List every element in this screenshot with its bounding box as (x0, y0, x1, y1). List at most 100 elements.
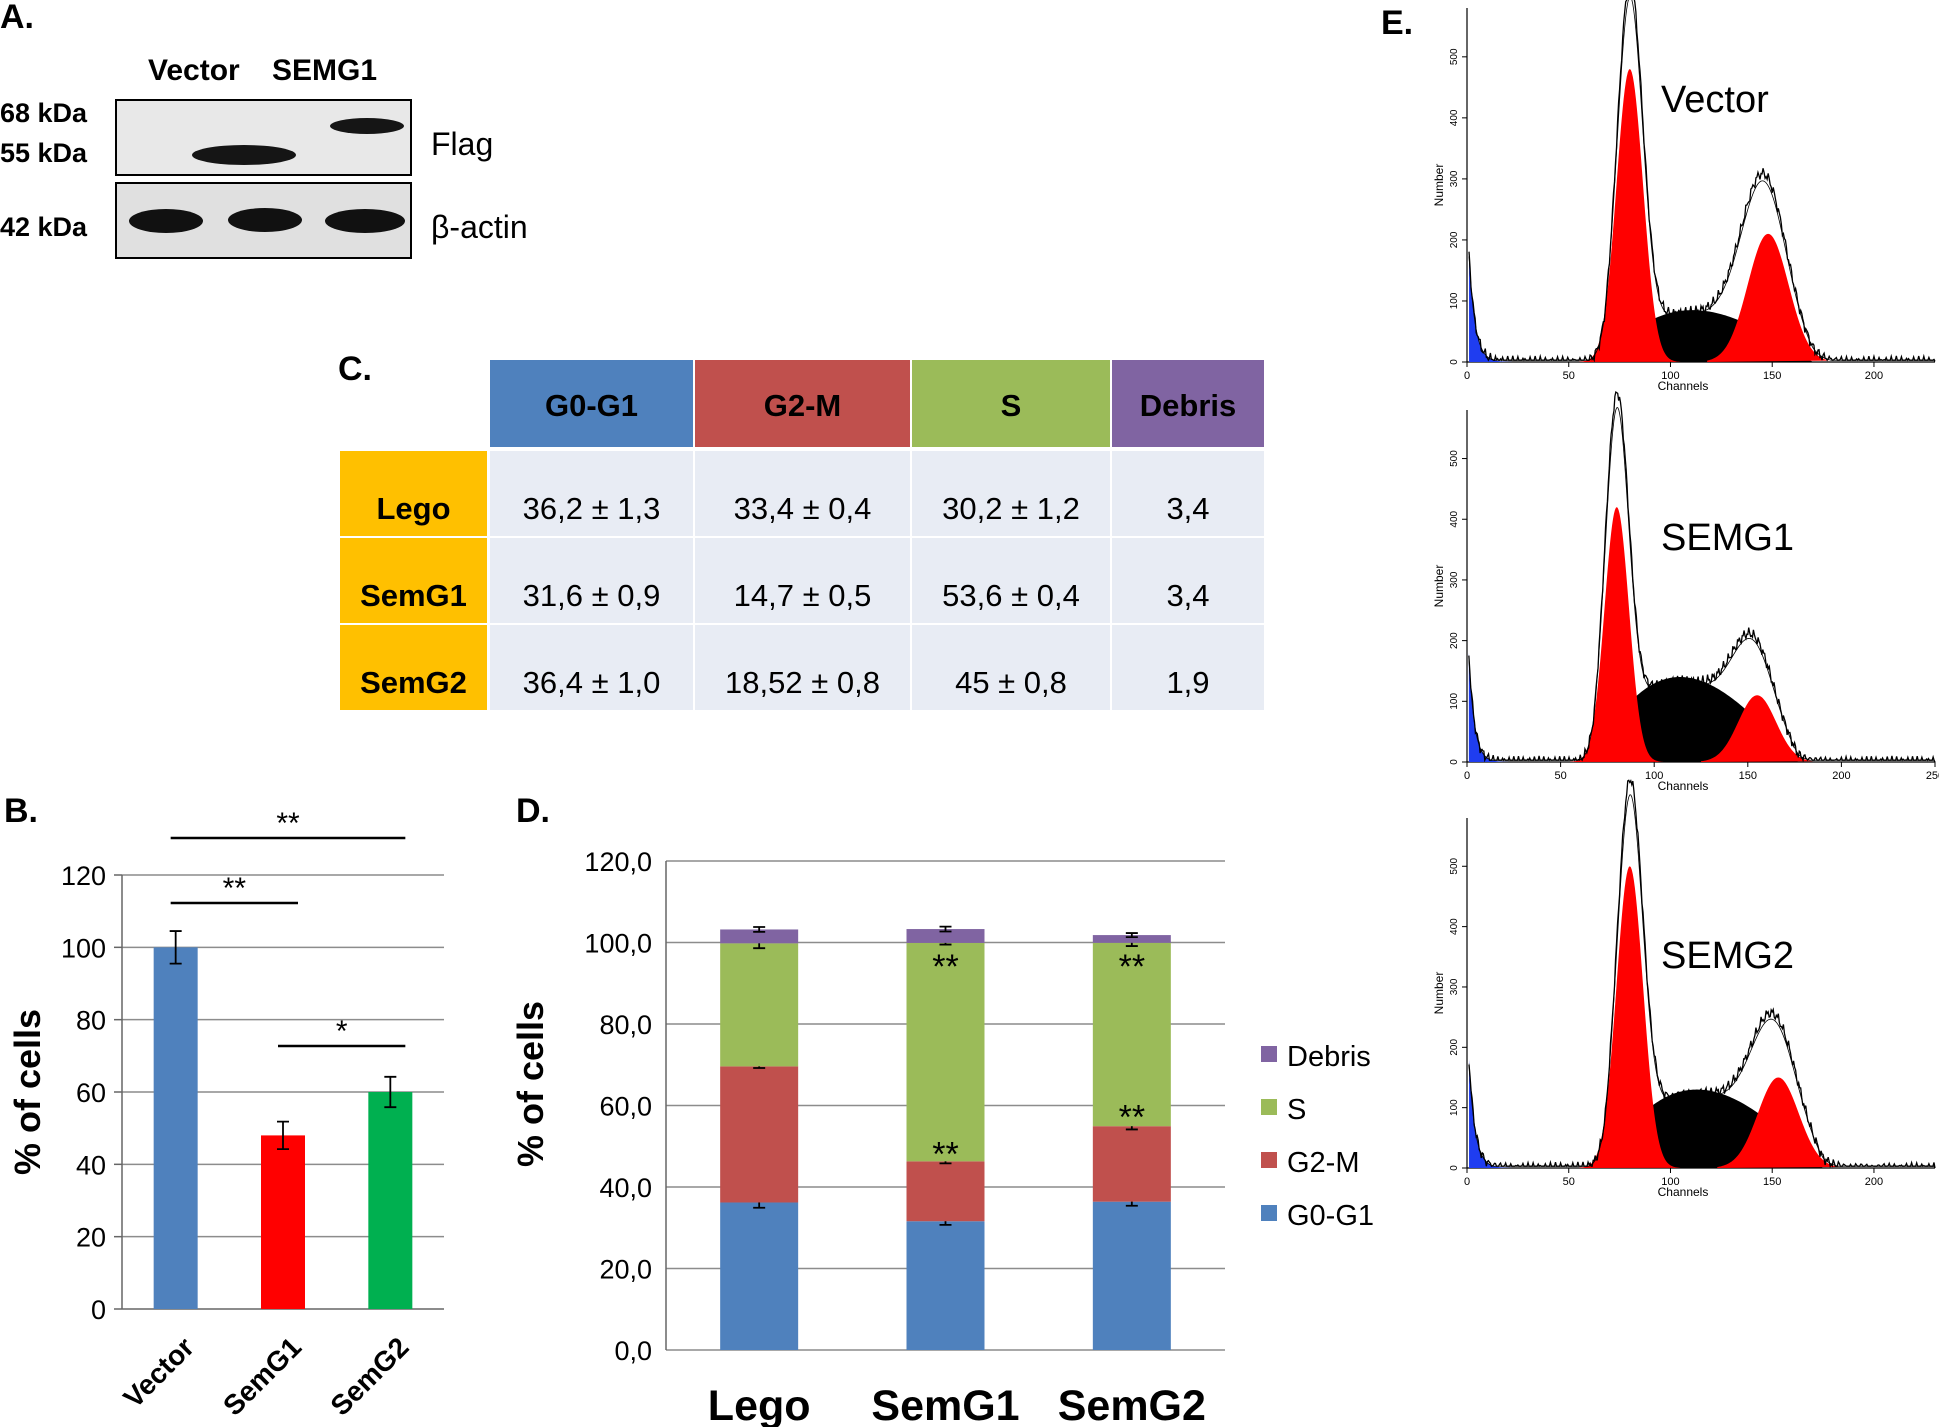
legend-label: G2-M (1287, 1147, 1360, 1179)
y-tick-label: 200 (1449, 1039, 1460, 1056)
lane-label-semg1: SEMG1 (272, 54, 377, 87)
y-tick-label: 40,0 (599, 1173, 652, 1203)
y-tick-label: 100 (1449, 693, 1460, 710)
table-cell-value: 31,6 ± 0,9 (523, 578, 661, 613)
table-cell (1112, 451, 1264, 536)
error-bar (1125, 932, 1138, 939)
y-tick-label: 100 (61, 933, 106, 963)
table-cell (695, 538, 910, 623)
table-row-label: SemG1 (360, 578, 467, 613)
debris-area (1468, 652, 1509, 762)
panel-b: B. 0 20 40 60 80 100 120 % of cells Vector SemG1 S… (4, 792, 444, 1421)
y-tick-label: 300 (1449, 571, 1460, 588)
x-tick-label: 100 (1645, 770, 1663, 782)
table-cell (1112, 625, 1264, 710)
y-tick-label: 20,0 (599, 1255, 652, 1285)
blot-band-flag-55 (192, 145, 296, 165)
y-axis-title: % of cells (7, 1009, 48, 1175)
y-tick-label: 120,0 (584, 847, 652, 877)
g2-m-peak (1701, 695, 1814, 762)
x-tick-label: Vector (117, 1331, 200, 1414)
table-header-label: G2-M (764, 388, 842, 423)
y-tick-label: 100,0 (584, 929, 652, 959)
x-tick-label: 0 (1464, 370, 1470, 382)
table-header-label: Debris (1140, 388, 1236, 423)
table-header-label: G0-G1 (545, 388, 638, 423)
x-axis-title: Channels (1658, 779, 1709, 793)
table-cell (695, 451, 910, 536)
table-header-cell (1112, 360, 1264, 447)
table-cell-value: 33,4 ± 0,4 (734, 491, 872, 526)
table-cell (490, 451, 693, 536)
table-cell-value: 30,2 ± 1,2 (942, 491, 1080, 526)
blot-band-actin-3 (325, 209, 405, 233)
x-axis-title: Channels (1658, 1185, 1709, 1199)
panel-label-c: C. (338, 350, 372, 388)
stacked-segment-debris (720, 929, 799, 944)
table-row-label: Lego (376, 491, 450, 526)
table-cell (490, 538, 693, 623)
x-tick-label: 100 (1661, 370, 1679, 382)
legend-swatch-g2-m (1261, 1152, 1277, 1168)
y-axis-title: % of cells (510, 1001, 551, 1167)
table-header-label: S (1001, 388, 1022, 423)
x-tick-label: 200 (1865, 370, 1883, 382)
legend-label: G0-G1 (1287, 1200, 1374, 1232)
stacked-segment-s (906, 942, 985, 1162)
error-bar (169, 930, 182, 965)
stacked-segment-g2-m (1092, 1126, 1171, 1202)
stacked-segment-g0-g1 (906, 1221, 985, 1350)
histogram-title: Vector (1661, 79, 1769, 121)
table-cell-value: 3,4 (1166, 578, 1209, 613)
blot-label-flag: Flag (431, 126, 493, 162)
table-header-cell (695, 360, 910, 447)
histogram-title: SEMG1 (1661, 517, 1794, 559)
x-tick-label: SemG2 (324, 1331, 414, 1421)
x-tick-label: SemG2 (1058, 1382, 1206, 1427)
marker-55kda: 55 kDa (0, 138, 88, 168)
y-axis-title: Number (1432, 565, 1446, 608)
error-bar (939, 925, 952, 933)
g2-m-peak (1707, 233, 1830, 362)
legend-swatch-s (1261, 1099, 1277, 1115)
panel-c: C. G0-G1 G2-M S Debris Lego 36,2 ± 1,3 33,4 ± … (338, 350, 1264, 710)
x-axis-title: Channels (1658, 379, 1709, 393)
table-cell (912, 451, 1110, 536)
table-cell-value: 1,9 (1166, 665, 1209, 700)
table-cell-value: 36,4 ± 1,0 (523, 665, 661, 700)
chart-d: 0,0 20,0 40,0 60,0 80,0 100,0 120,0 % of cells L… (510, 847, 1374, 1427)
debris-area (1469, 1059, 1512, 1168)
bar-vector (153, 947, 198, 1309)
error-bar (277, 1120, 289, 1151)
legend-swatch-g0-g1 (1261, 1205, 1277, 1221)
debris-area (1469, 252, 1512, 362)
table-cell (490, 625, 693, 710)
y-tick-label: 60,0 (599, 1092, 652, 1122)
x-tick-label: SemG1 (871, 1382, 1019, 1427)
panel-label-b: B. (4, 792, 38, 830)
total-histogram-line (1468, 0, 1936, 363)
y-tick-label: 60 (76, 1078, 106, 1108)
y-tick-label: 0 (1449, 759, 1460, 765)
table-cell (912, 538, 1110, 623)
y-tick-label: 80,0 (599, 1010, 652, 1040)
table-cell-value: 3,4 (1166, 491, 1209, 526)
panel-a: A. Vector SEMG1 68 kDa 55 kDa 42 kDa Fla… (0, 0, 528, 259)
table-cell-value: 53,6 ± 0,4 (942, 578, 1080, 613)
x-tick-label: SemG1 (217, 1331, 307, 1421)
lane-label-vector: Vector (148, 54, 240, 87)
y-tick-label: 120 (61, 861, 106, 891)
x-tick-label: Lego (708, 1382, 811, 1427)
blot-label-actin: β-actin (431, 209, 528, 245)
significance-label: ** (1119, 1099, 1145, 1137)
y-tick-label: 100 (1449, 1099, 1460, 1116)
y-tick-label: 0,0 (614, 1336, 652, 1366)
y-tick-label: 500 (1449, 450, 1460, 467)
error-bar (384, 1075, 397, 1109)
legend-label: Debris (1287, 1041, 1371, 1073)
y-tick-label: 500 (1449, 857, 1460, 874)
y-tick-label: 400 (1449, 918, 1460, 935)
panel-label-d: D. (516, 792, 550, 830)
